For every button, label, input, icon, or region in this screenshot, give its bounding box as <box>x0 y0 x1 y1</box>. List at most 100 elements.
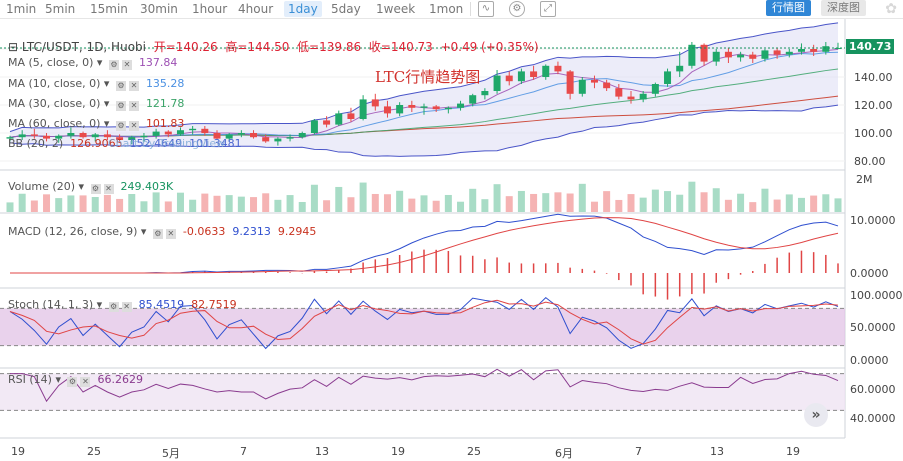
ma30-label: MA (30, close, 0) <box>8 97 101 110</box>
volume-bar <box>810 195 818 212</box>
candle-body <box>128 137 136 140</box>
ma5-value: 137.84 <box>138 56 178 69</box>
candle-body <box>749 54 757 59</box>
candle-body <box>651 84 659 94</box>
candle-body <box>383 106 391 114</box>
close-icon[interactable]: ✕ <box>128 101 139 111</box>
date-label: 13 <box>710 445 724 458</box>
interval-1min[interactable]: 1min <box>6 2 37 16</box>
interval-1week[interactable]: 1week <box>376 2 416 16</box>
close-icon[interactable]: ✕ <box>80 377 91 387</box>
candle-body <box>176 130 184 135</box>
open-value: 140.26 <box>175 40 218 54</box>
candle-body <box>408 105 416 108</box>
volume-bar <box>103 194 111 212</box>
interval-5day[interactable]: 5day <box>331 2 361 16</box>
close-icon[interactable]: ✕ <box>121 302 132 312</box>
view-chart-button[interactable]: 行情图 <box>766 0 811 16</box>
volume-bar <box>420 195 428 212</box>
close-icon[interactable]: ✕ <box>121 60 132 70</box>
toolbar-divider <box>470 2 471 16</box>
settings-icon[interactable]: ⚙ <box>152 229 163 239</box>
candle-body <box>639 93 647 100</box>
interval-1mon[interactable]: 1mon <box>429 2 464 16</box>
rsi-label: RSI (14) <box>8 373 52 386</box>
view-depth-button[interactable]: 深度图 <box>821 0 866 16</box>
close-icon[interactable]: ✕ <box>128 121 139 131</box>
bb-lower-value: 101.3481 <box>189 137 242 150</box>
stoch-tick: 50.0000 <box>850 321 896 334</box>
macd-legend[interactable]: MACD (12, 26, close, 9) ▾ ⚙ ✕ -0.0633 9.2… <box>8 225 317 239</box>
candle-body <box>724 51 732 58</box>
volume-bar <box>189 199 197 212</box>
volume-bar <box>761 188 769 212</box>
bb-basis-value: 126.9065 <box>70 137 123 150</box>
volume-bar <box>274 199 282 212</box>
candle-body <box>91 134 99 138</box>
ma60-legend[interactable]: MA (60, close, 0) ▾ ⚙ ✕ 101.83 <box>8 117 185 131</box>
tradingview-watermark: Chart by TradingView <box>108 137 226 150</box>
candle-body <box>493 75 501 91</box>
settings-icon[interactable]: ⚙ <box>108 302 119 312</box>
scroll-to-latest-button[interactable]: » <box>804 403 828 427</box>
volume-bar <box>651 189 659 212</box>
bb-legend[interactable]: BB (20, 2) 126.9065 152.4649 101.3481 <box>8 137 242 150</box>
low-value: 139.86 <box>319 40 362 54</box>
volume-bar <box>237 196 245 212</box>
fullscreen-icon[interactable]: ⤢ <box>540 1 556 17</box>
ma30-legend[interactable]: MA (30, close, 0) ▾ ⚙ ✕ 121.78 <box>8 97 185 111</box>
brand-logo-icon: ✿ <box>885 1 897 17</box>
volume-bar <box>213 195 221 212</box>
interval-1day[interactable]: 1day <box>284 1 322 17</box>
volume-bar <box>676 194 684 212</box>
volume-bar <box>383 194 391 212</box>
interval-4hour[interactable]: 4hour <box>238 2 274 16</box>
stoch-d-line <box>9 299 839 345</box>
candle-body <box>761 50 769 59</box>
candle-body <box>323 120 331 125</box>
close-icon[interactable]: ✕ <box>103 184 114 194</box>
settings-icon[interactable]: ⚙ <box>108 60 119 70</box>
price-tick: 100.00 <box>854 127 893 140</box>
close-icon[interactable]: ✕ <box>128 81 139 91</box>
volume-legend[interactable]: Volume (20) ▾ ⚙ ✕ 249.403K <box>8 180 174 194</box>
ma5-legend[interactable]: MA (5, close, 0) ▾ ⚙ ✕ 137.84 <box>8 56 178 70</box>
stoch-d-value: 82.7519 <box>191 298 237 311</box>
candle-body <box>140 135 148 138</box>
stoch-legend[interactable]: Stoch (14, 1, 3) ▾ ⚙ ✕ 85.4519 82.7519 <box>8 298 237 312</box>
volume-bar <box>688 181 696 212</box>
date-label: 19 <box>786 445 800 458</box>
volume-bar <box>834 198 842 212</box>
candle-body <box>615 88 623 97</box>
rsi-value: 66.2629 <box>97 373 143 386</box>
settings-icon[interactable]: ⚙ <box>115 101 126 111</box>
stoch-k-value: 85.4519 <box>138 298 185 311</box>
settings-icon[interactable]: ⚙ <box>115 121 126 131</box>
volume-bar <box>444 194 452 212</box>
chart-type-icon[interactable]: ⊟ <box>8 40 22 54</box>
settings-icon[interactable]: ⚙ <box>115 81 126 91</box>
chart-type-icon[interactable]: ∿ <box>478 1 494 17</box>
close-label: 收= <box>368 40 391 54</box>
ma60-label: MA (60, close, 0) <box>8 117 101 130</box>
volume-bar <box>785 194 793 212</box>
interval-1hour[interactable]: 1hour <box>192 2 228 16</box>
interval-5min[interactable]: 5min <box>45 2 76 16</box>
date-label: 25 <box>87 445 101 458</box>
settings-icon[interactable]: ⚙ <box>90 184 101 194</box>
settings-icon[interactable]: ⚙ <box>67 377 78 387</box>
rsi-legend[interactable]: RSI (14) ▾ ⚙ ✕ 66.2629 <box>8 373 143 387</box>
settings-icon[interactable]: ⚙ <box>509 1 525 17</box>
candle-body <box>18 134 26 138</box>
ma10-legend[interactable]: MA (10, close, 0) ▾ ⚙ ✕ 135.28 <box>8 77 185 91</box>
interval-30min[interactable]: 30min <box>140 2 178 16</box>
date-label: 7 <box>240 445 247 458</box>
close-icon[interactable]: ✕ <box>165 229 176 239</box>
volume-bar <box>566 193 574 212</box>
volume-bar <box>335 186 343 212</box>
candle-body <box>30 134 38 136</box>
interval-15min[interactable]: 15min <box>90 2 128 16</box>
candle-body <box>505 75 513 82</box>
candle-body <box>359 99 367 119</box>
bollinger-upper-line <box>9 22 839 133</box>
